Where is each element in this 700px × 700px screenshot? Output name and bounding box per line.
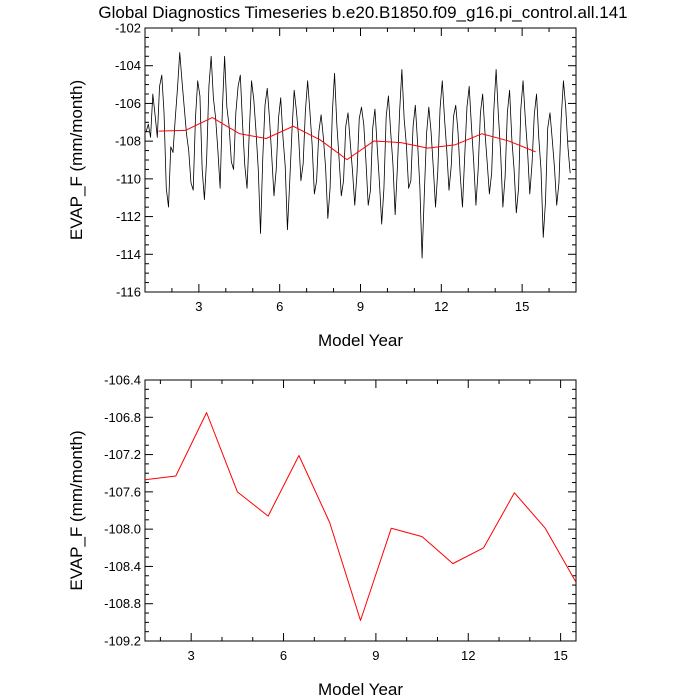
y-tick-label: -108.4 <box>104 559 141 574</box>
series-line-annual-mean <box>158 117 536 161</box>
y-tick-label: -107.2 <box>104 447 141 462</box>
y-tick-label: -112 <box>116 209 141 224</box>
x-tick-label: 3 <box>195 299 202 314</box>
series-line-annual-mean <box>145 412 576 621</box>
y-tick-label: -116 <box>116 285 141 300</box>
y-tick-label: -108 <box>115 134 141 149</box>
series-line-monthly <box>145 52 571 259</box>
y-axis-label: EVAP_F (mm/month) <box>67 80 86 240</box>
x-tick-label: 9 <box>372 648 379 663</box>
top-timeseries-panel: -116 -114 -112 -110 -108 -106 -104 -102 3 6 9 12 15 M… <box>67 21 577 350</box>
y-tick-label: -106.4 <box>104 373 141 388</box>
x-tick-label: 12 <box>434 299 448 314</box>
y-tick-label: -107.6 <box>104 484 141 499</box>
x-tick-label: 3 <box>188 648 195 663</box>
x-tick-label: 15 <box>515 299 529 314</box>
figure-title: Global Diagnostics Timeseries b.e20.B185… <box>98 3 627 22</box>
bottom-annual-mean-panel: -109.2 -108.8 -108.4 -108.0 -107.6 -107.2 -106… <box>67 373 577 699</box>
x-tick-label: 6 <box>280 648 287 663</box>
x-tick-label: 15 <box>553 648 567 663</box>
x-tick-label: 6 <box>276 299 283 314</box>
y-axis-label: EVAP_F (mm/month) <box>67 430 86 590</box>
x-tick-label: 12 <box>461 648 475 663</box>
plot-frame <box>144 27 577 293</box>
plot-frame <box>144 379 577 642</box>
y-tick-label: -109.2 <box>104 634 141 649</box>
y-tick-label: -104 <box>115 58 141 73</box>
y-tick-label: -110 <box>116 171 141 186</box>
x-axis-label: Model Year <box>318 680 403 699</box>
y-tick-label: -106 <box>115 96 141 111</box>
y-tick-label: -106.8 <box>104 410 141 425</box>
x-axis-label: Model Year <box>318 331 403 350</box>
y-tick-label: -114 <box>116 247 141 262</box>
x-tick-label: 9 <box>357 299 364 314</box>
y-tick-label: -108.8 <box>104 596 141 611</box>
y-tick-label: -102 <box>115 21 141 36</box>
y-tick-label: -108.0 <box>104 522 141 537</box>
